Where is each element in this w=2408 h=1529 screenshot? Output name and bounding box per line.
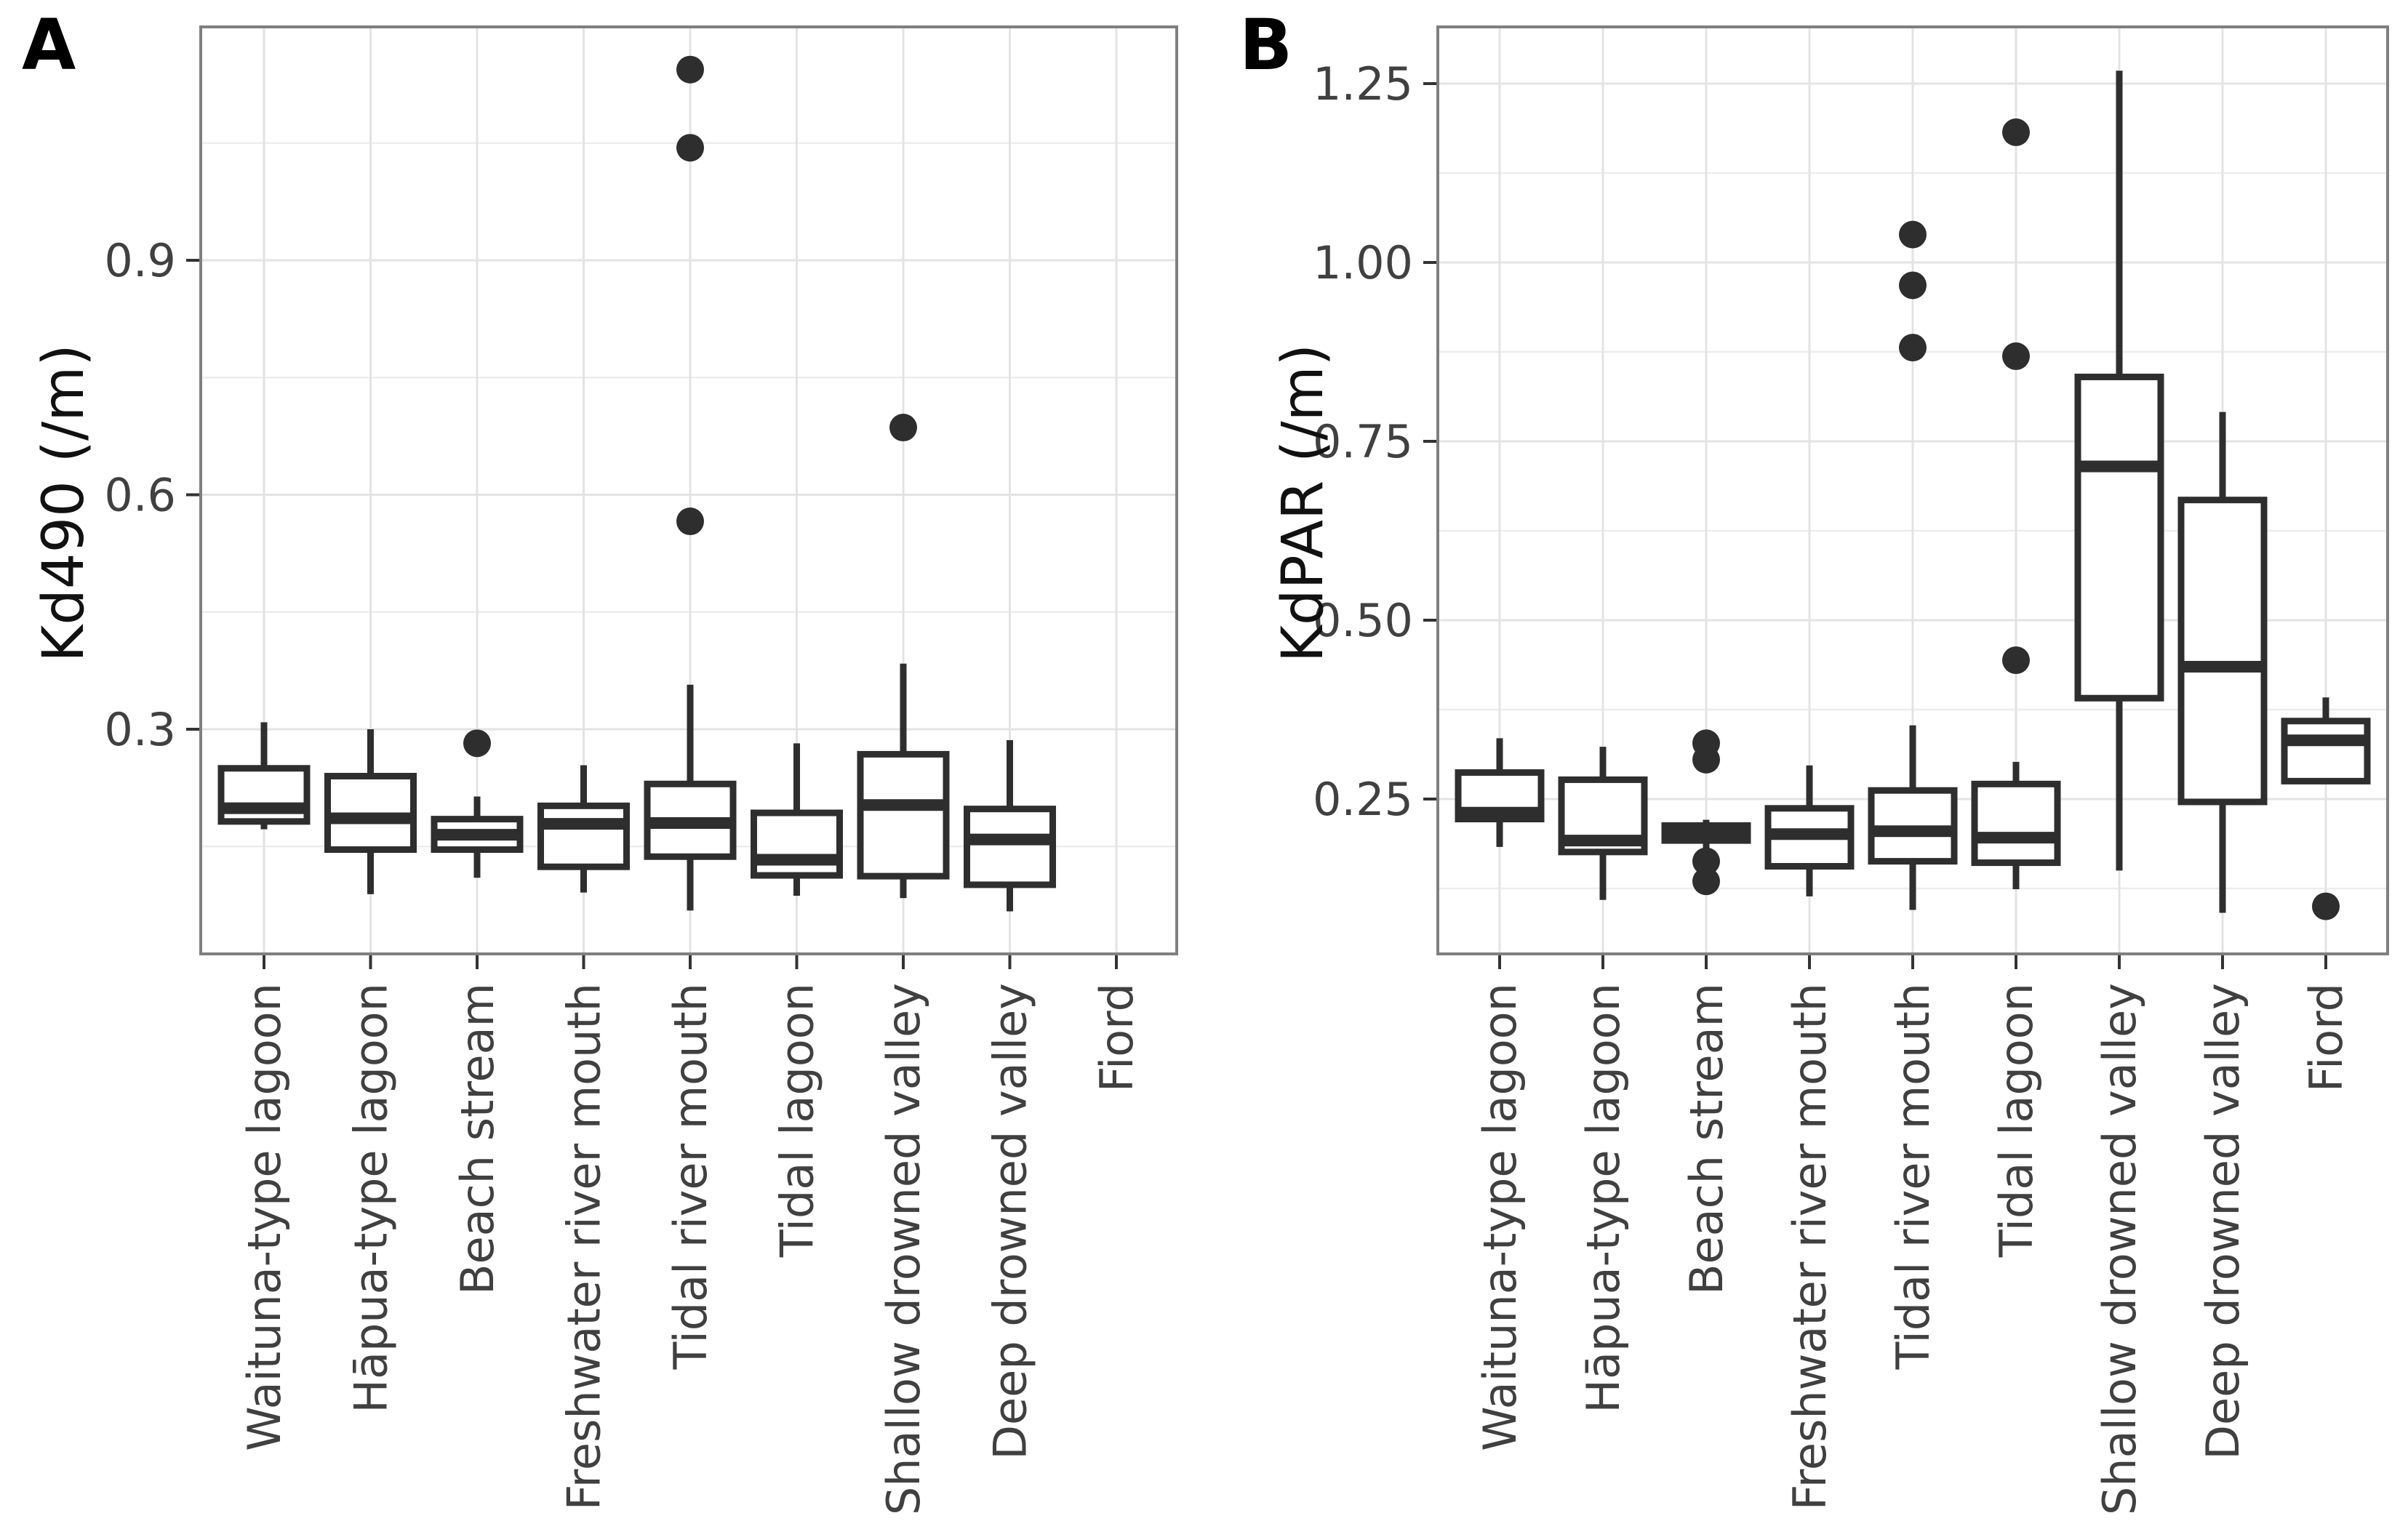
- outlier-point: [1899, 271, 1927, 300]
- x-category-label: Freshwater river mouth: [1783, 983, 1836, 1510]
- x-category-label: Shallow drowned valley: [2093, 983, 2146, 1515]
- panel-border: [199, 25, 1178, 955]
- panel-b-letter: B: [1239, 4, 1293, 86]
- outlier-point: [676, 507, 704, 536]
- panel-b-y-axis-title: KdPAR (/m): [1271, 343, 1336, 663]
- box-iqr: [751, 809, 843, 879]
- panel-border: [1436, 25, 2389, 955]
- outlier-point: [2312, 892, 2340, 920]
- x-category-label: Tidal lagoon: [1990, 983, 2043, 1258]
- x-category-label: Shallow drowned valley: [877, 983, 930, 1515]
- x-category-label: Tidal lagoon: [771, 983, 824, 1258]
- outlier-point: [2002, 342, 2030, 370]
- x-category-label: Hāpua-type lagoon: [345, 983, 398, 1413]
- y-tick-label: 0.3: [104, 703, 176, 756]
- x-category-label: Waituna-type lagoon: [238, 983, 291, 1451]
- x-category-label: Deep drowned valley: [984, 983, 1037, 1460]
- x-category-label: Fiord: [1090, 983, 1143, 1092]
- box-iqr: [964, 806, 1056, 888]
- y-tick-label: 0.75: [1313, 415, 1413, 468]
- panel-a-letter: A: [22, 4, 76, 86]
- y-tick-label: 0.50: [1313, 594, 1413, 647]
- outlier-point: [2002, 646, 2030, 675]
- outlier-point: [463, 729, 491, 758]
- outlier-point: [1692, 729, 1720, 758]
- box-iqr: [2074, 373, 2164, 702]
- y-tick-label: 0.6: [104, 469, 176, 522]
- box-iqr: [537, 802, 630, 870]
- outlier-point: [2002, 118, 2030, 146]
- x-category-label: Hāpua-type lagoon: [1577, 983, 1630, 1413]
- x-category-label: Beach stream: [451, 983, 504, 1295]
- x-category-label: Fiord: [2300, 983, 2353, 1092]
- x-category-label: Deep drowned valley: [2196, 983, 2249, 1460]
- y-tick-label: 1.00: [1313, 236, 1413, 289]
- box-iqr: [2177, 497, 2268, 806]
- x-category-label: Tidal river mouth: [1887, 983, 1940, 1370]
- box-iqr: [2281, 718, 2371, 784]
- y-tick-label: 0.25: [1313, 773, 1413, 826]
- x-category-label: Freshwater river mouth: [558, 983, 611, 1510]
- x-category-label: Waituna-type lagoon: [1473, 983, 1527, 1451]
- panel-a-y-axis-title: Kd490 (/m): [31, 344, 97, 662]
- box-iqr: [1971, 780, 2061, 867]
- outlier-point: [676, 55, 704, 84]
- outlier-point: [889, 414, 917, 442]
- x-category-label: Beach stream: [1680, 983, 1733, 1295]
- outlier-point: [1692, 867, 1720, 896]
- y-tick-label: 1.25: [1313, 57, 1413, 111]
- box-iqr: [857, 750, 950, 880]
- y-tick-label: 0.9: [104, 234, 176, 287]
- x-category-label: Tidal river mouth: [664, 983, 717, 1370]
- outlier-point: [676, 134, 704, 162]
- outlier-point: [1899, 220, 1927, 249]
- outlier-point: [1692, 847, 1720, 875]
- outlier-point: [1899, 334, 1927, 362]
